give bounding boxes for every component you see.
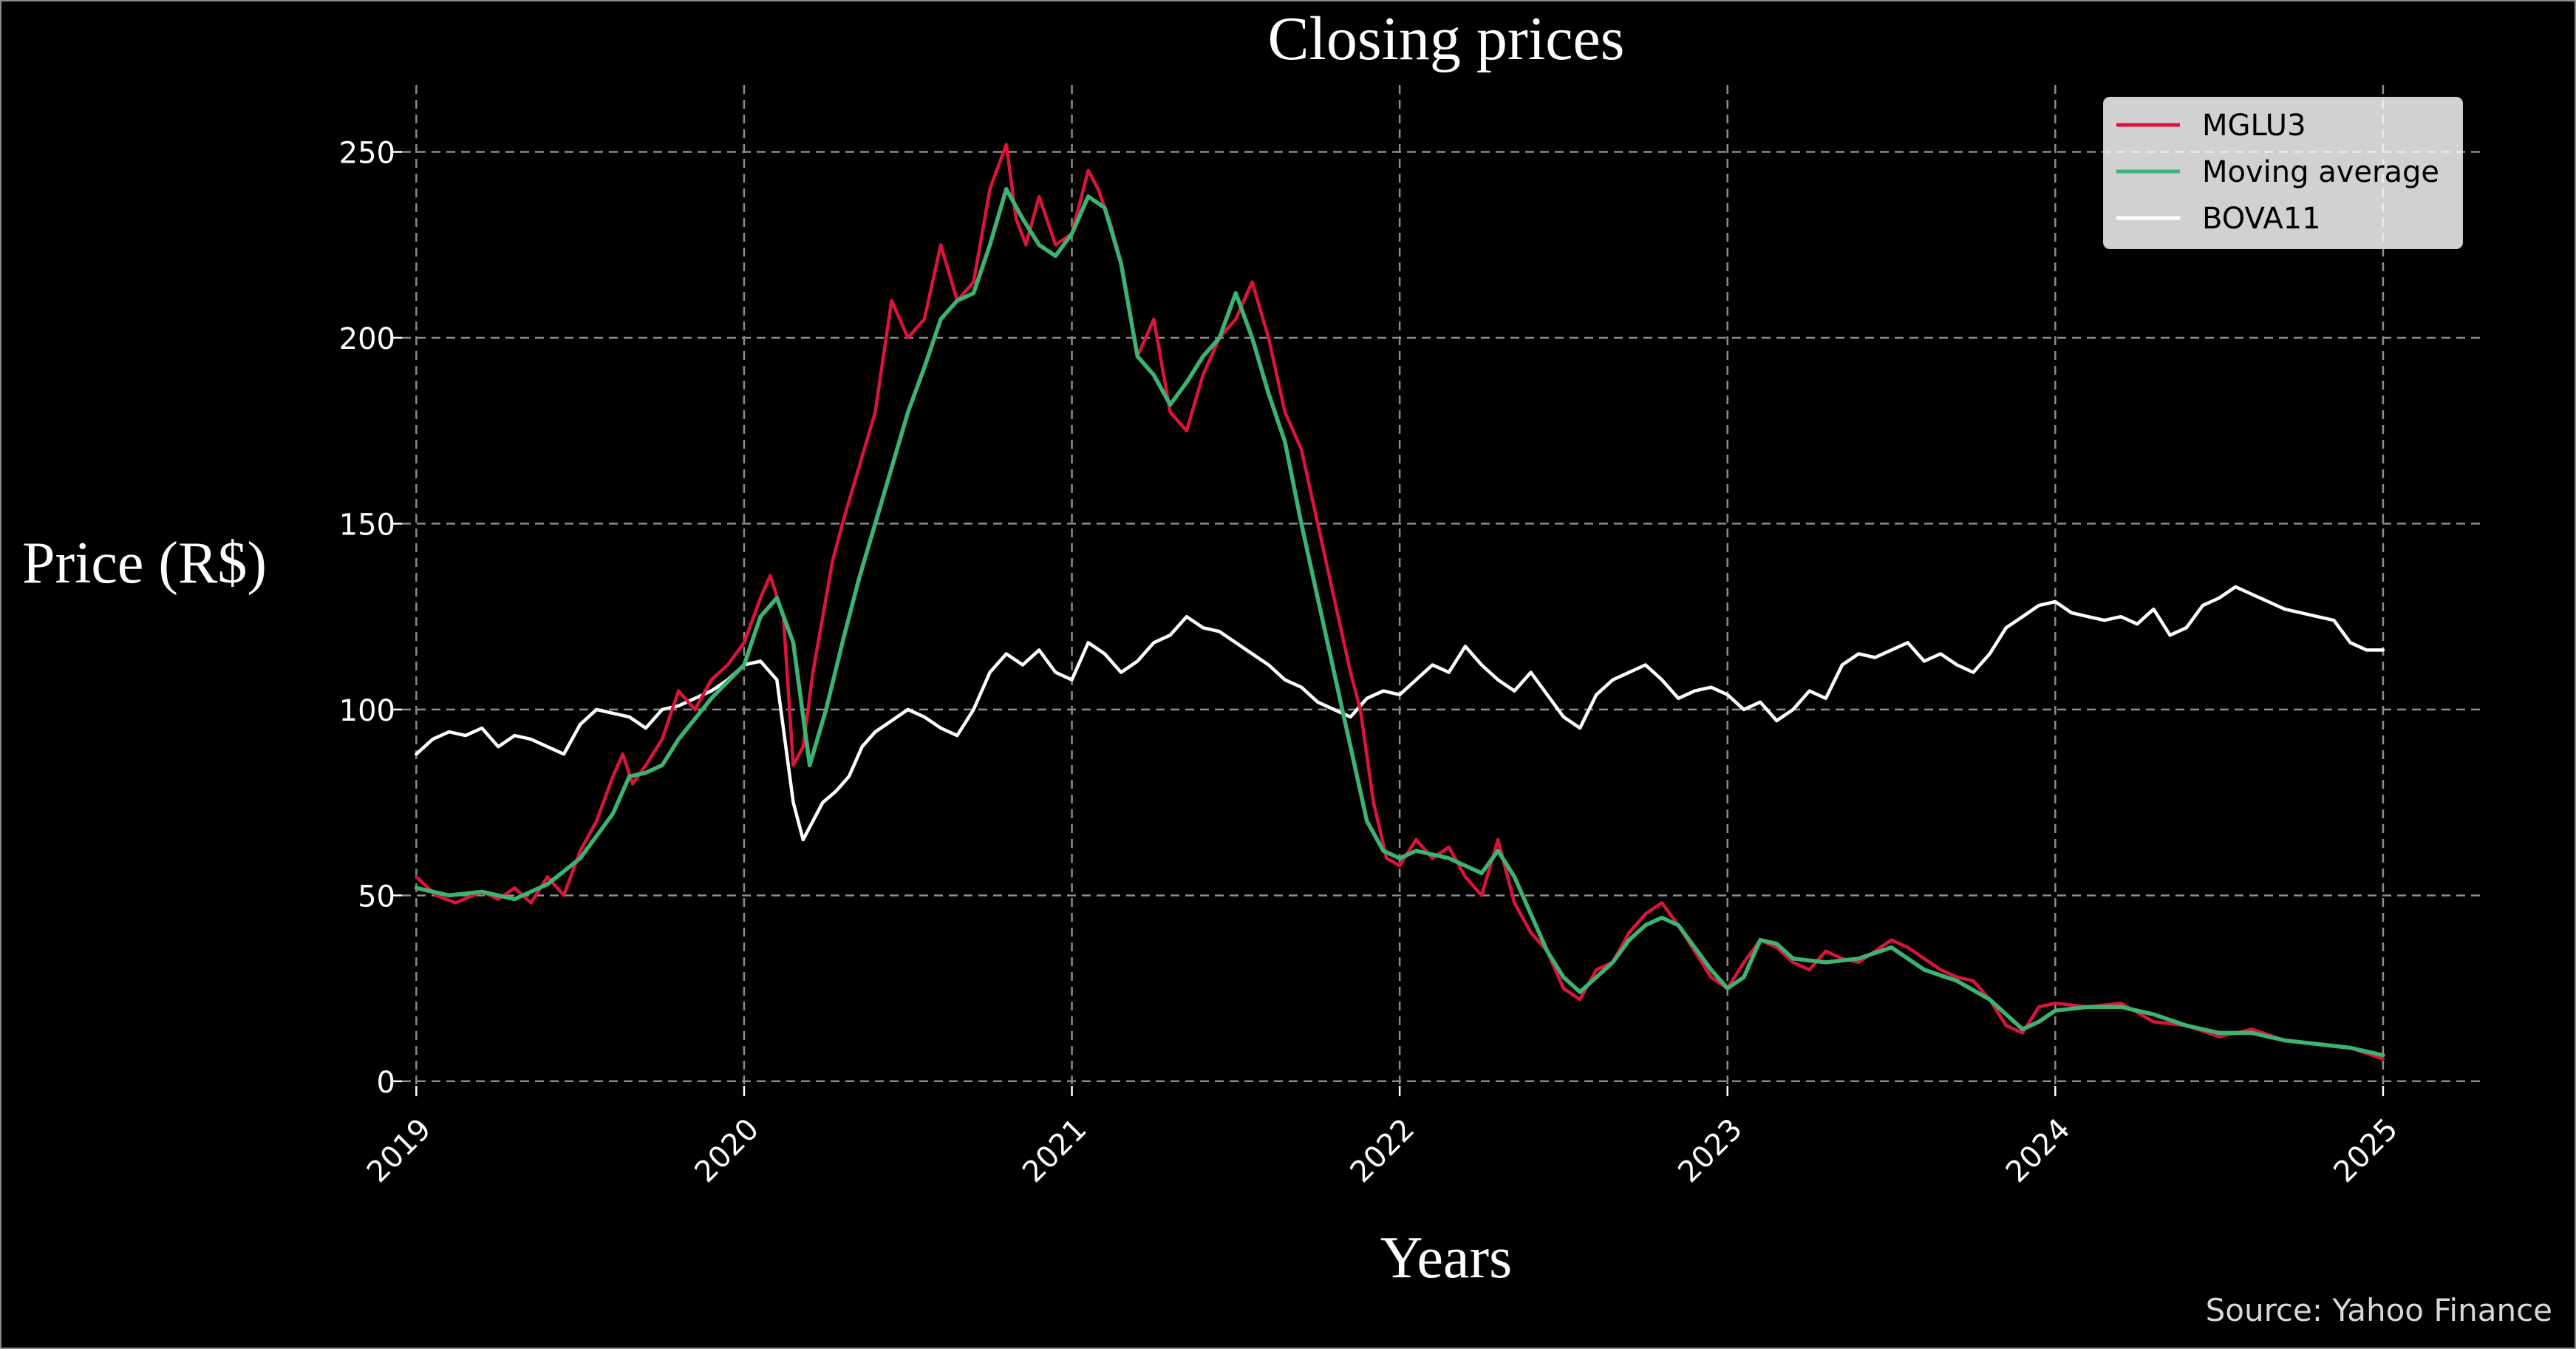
- y-tick-label: 200: [339, 322, 395, 356]
- y-axis-label: Price (R$): [22, 531, 267, 596]
- x-tick-label: 2021: [1016, 1112, 1094, 1190]
- y-tick-label: 250: [339, 137, 395, 171]
- axis-ticks: 0 50 100 150 200 250 2019 2020 2021 2022 2023 2024 2…: [339, 137, 2405, 1190]
- grid-lines: [402, 85, 2481, 1086]
- legend-label-mglu3: MGLU3: [2202, 109, 2306, 143]
- legend-label-moving-average: Moving average: [2202, 155, 2439, 189]
- legend-box: [2103, 97, 2463, 249]
- x-axis-label: Years: [1380, 1226, 1513, 1291]
- x-tick-label: 2019: [361, 1112, 438, 1190]
- y-tick-label: 50: [358, 880, 395, 914]
- legend: MGLU3 Moving average BOVA11: [2103, 97, 2463, 249]
- x-tick-label: 2022: [1344, 1112, 1422, 1190]
- x-tick-label: 2020: [689, 1112, 766, 1190]
- y-tick-label: 150: [339, 508, 395, 542]
- y-tick-label: 0: [377, 1066, 395, 1100]
- x-tick-label: 2023: [1672, 1112, 1749, 1190]
- x-tick-label: 2025: [2327, 1112, 2405, 1190]
- series-line-bova11: [415, 585, 2385, 842]
- series-line-moving-average: [414, 187, 2385, 1058]
- legend-label-bova11: BOVA11: [2202, 202, 2321, 236]
- source-note: Source: Yahoo Finance: [2206, 1292, 2552, 1328]
- y-tick-label: 100: [339, 694, 395, 728]
- series-line-mglu3: [415, 143, 2385, 1061]
- x-tick-label: 2024: [2000, 1112, 2077, 1190]
- series-lines: [414, 143, 2385, 1061]
- chart-title: Closing prices: [1268, 4, 1625, 73]
